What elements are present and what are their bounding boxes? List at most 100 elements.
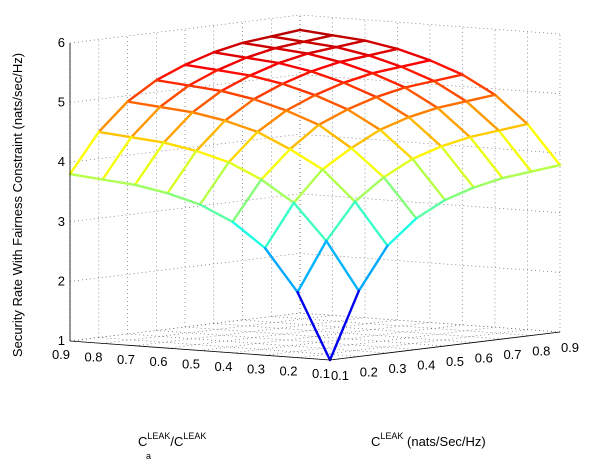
floor-grid-line (156, 330, 417, 350)
surface-mesh-edge (231, 220, 267, 250)
surface-mesh-edge (292, 201, 328, 243)
surface-mesh-edge (183, 51, 216, 67)
surface-mesh-edge (325, 200, 357, 243)
surface-mesh-edge (187, 84, 223, 93)
z-tick-label: 5 (58, 95, 65, 110)
surface-mesh-edge (306, 52, 342, 64)
surface-mesh-edge (277, 61, 313, 73)
x-tick-label: 0.1 (312, 366, 330, 381)
x-tick-label: 0.2 (279, 364, 297, 379)
surface-mesh-edge (162, 141, 198, 153)
surface-mesh-edge (493, 93, 529, 126)
surface-mesh-edge (407, 106, 439, 119)
z-tick-label: 1 (58, 333, 65, 348)
y-tick-label: 0.8 (532, 344, 550, 359)
surface-mesh-edge (382, 157, 414, 179)
surface-mesh-edge (245, 56, 280, 65)
surface-mesh-edge (277, 52, 309, 65)
surface-mesh-edge (97, 130, 133, 139)
surface-mesh-edge (273, 47, 309, 55)
y-tick-label: 0.6 (475, 351, 493, 366)
surface-mesh-edge (461, 73, 497, 97)
surface-mesh-edge (428, 59, 464, 76)
surface-mesh-edge (378, 115, 410, 131)
surface-mesh-edge (310, 60, 342, 73)
surface-mesh-edge (396, 47, 432, 62)
surface-mesh-edge (195, 119, 227, 153)
surface-mesh-edge (302, 40, 338, 49)
surface-mesh-edge (155, 63, 187, 82)
surface-mesh-edge (263, 201, 295, 250)
surface-mesh-edge (350, 128, 382, 150)
surface-mesh-edge (357, 244, 389, 293)
surface-mesh-edge (256, 109, 288, 134)
y-tick-label: 0.7 (503, 347, 521, 362)
y-tick-label: 0.2 (360, 365, 378, 380)
surface-mesh-edge (443, 186, 475, 202)
x-tick-label: 0.9 (52, 347, 70, 362)
surface-mesh-edge (198, 203, 234, 224)
surface-mesh-edge (321, 168, 357, 203)
surface-mesh-edge (371, 65, 403, 75)
surface-mesh-edge (166, 149, 198, 195)
surface-mesh-edge (130, 105, 162, 139)
surface-mesh-edge (263, 246, 299, 294)
surface-mesh-edge (346, 95, 378, 111)
surface-mesh-edge (367, 54, 403, 68)
surface-mesh-edge (436, 100, 468, 110)
surface-mesh-edge (403, 86, 439, 110)
z-tick-label: 6 (58, 35, 65, 50)
z-tick-label: 4 (58, 154, 65, 169)
floor-grid-line (127, 333, 388, 354)
y-tick-label: 0.1 (331, 368, 349, 383)
surface-mesh-edge (191, 89, 223, 114)
surface-mesh-edge (288, 123, 320, 151)
surface-mesh-edge (260, 178, 295, 205)
surface-mesh-edge (241, 41, 277, 50)
surface-mesh-edge (252, 97, 288, 112)
y-axis-label: CLEAK (nats/Sec/Hz) (371, 431, 486, 449)
floor-grid-line (134, 317, 366, 347)
surface-mesh-edge (252, 82, 284, 101)
surface-mesh-edge (248, 61, 280, 77)
surface-mesh-edge (325, 239, 360, 293)
z-tick-label: 3 (58, 214, 65, 229)
surface-mesh-edge (317, 108, 349, 127)
surface-mesh-edge (260, 147, 292, 181)
surface-mesh-edge (158, 84, 191, 109)
surface-mesh-edge (101, 135, 133, 181)
surface-mesh-edge (432, 73, 464, 83)
surface-mesh-edge (273, 40, 305, 50)
x-tick-label: 0.8 (84, 349, 102, 364)
y-tick-label: 0.3 (388, 361, 406, 376)
surface-mesh (68, 28, 562, 362)
surface-mesh-edge (223, 97, 256, 122)
surface-mesh-edge (403, 79, 435, 89)
surface-mesh-edge (212, 41, 244, 54)
surface-mesh-edge (317, 123, 353, 150)
surface-mesh-edge (353, 200, 389, 247)
surface-mesh-edge (68, 130, 101, 176)
surface-mesh-edge (310, 70, 345, 84)
x-tick-label: 0.4 (214, 359, 232, 374)
surface-mesh-edge (126, 100, 162, 109)
surface-mesh-edge (162, 111, 194, 144)
surface-mesh-edge (281, 70, 313, 86)
surface-mesh-edge (245, 47, 277, 59)
surface-mesh-edge (328, 289, 360, 362)
surface-mesh-edge (248, 74, 284, 86)
surface-mesh-edge (296, 290, 332, 362)
surface-mesh-edge (400, 59, 432, 68)
surface-mesh-edge (465, 93, 497, 103)
surface-mesh-edge (407, 115, 443, 148)
surface-mesh-edge (302, 34, 334, 43)
surface-mesh-edge (468, 135, 504, 180)
z-axis-label: Security Rate With Fairness Constraint (… (10, 53, 25, 357)
z-tick-label: 2 (58, 273, 65, 288)
surface-mesh-edge (468, 129, 500, 139)
surface-mesh-edge (216, 68, 252, 77)
surface-mesh-edge (187, 68, 219, 87)
surface-mesh-edge (97, 100, 129, 134)
x-tick-label: 0.3 (247, 361, 265, 376)
